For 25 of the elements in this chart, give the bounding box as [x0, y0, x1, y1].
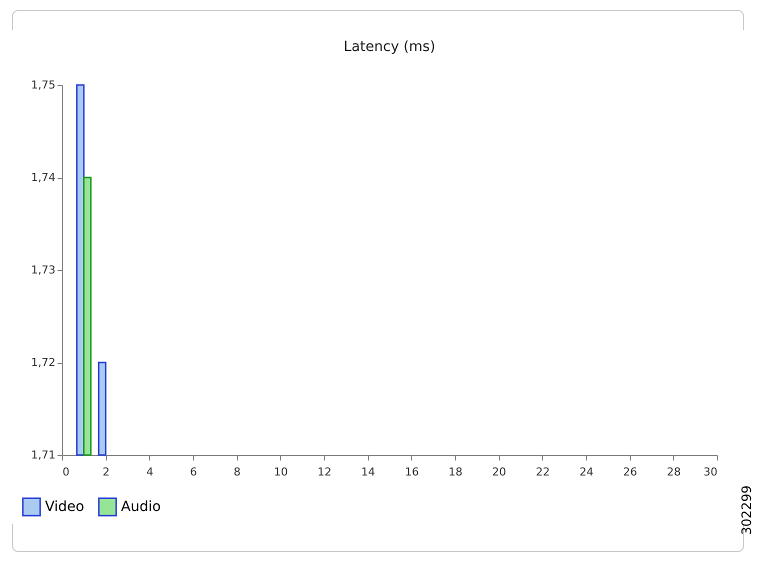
x-tick-label: 20 — [492, 466, 506, 478]
x-tick-label: 30 — [704, 466, 718, 478]
y-tick-label: 1,73 — [31, 264, 56, 276]
x-tick-label: 22 — [536, 466, 550, 478]
x-tick-label: 26 — [623, 466, 638, 478]
x-tick-label: 6 — [190, 466, 197, 478]
x-tick-label: 14 — [361, 466, 376, 478]
x-tick-label: 18 — [448, 466, 462, 478]
x-tick-label: 2 — [102, 466, 110, 478]
x-tick-label: 28 — [666, 466, 681, 478]
legend-label: Video — [45, 498, 84, 515]
y-tick-label: 1,71 — [31, 448, 56, 462]
x-tick-label: 0 — [62, 466, 70, 478]
x-tick-label: 12 — [318, 466, 332, 478]
x-tick-label: 16 — [404, 466, 419, 478]
x-tick-label: 10 — [274, 466, 288, 478]
x-tick-label: 4 — [146, 466, 154, 478]
y-tick-label: 1,74 — [31, 171, 56, 184]
x-tick-label: 8 — [234, 466, 241, 478]
text: 302299 — [740, 485, 755, 535]
y-tick-label: 1,72 — [31, 356, 56, 369]
chart-title: Latency (ms) — [344, 39, 436, 55]
x-tick-label: 24 — [580, 466, 594, 478]
legend-label: Audio — [121, 498, 161, 515]
y-tick-label: 1,75 — [31, 78, 56, 92]
